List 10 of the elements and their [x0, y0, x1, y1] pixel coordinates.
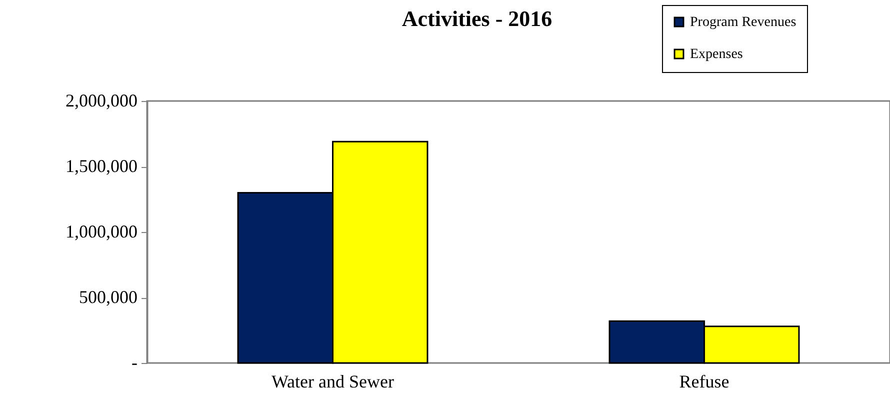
x-tick-label: Refuse — [679, 372, 730, 392]
legend-label: Program Revenues — [690, 15, 796, 30]
y-tick-label: 2,000,000 — [66, 90, 138, 110]
x-tick-label: Water and Sewer — [272, 372, 394, 392]
y-tick-label: 1,500,000 — [66, 156, 138, 176]
y-tick-label: 500,000 — [79, 287, 138, 307]
y-tick-label: 1,000,000 — [66, 222, 138, 242]
legend-label: Expenses — [690, 47, 743, 62]
chart-title: Activities - 2016 — [402, 6, 552, 31]
y-tick-label: - — [132, 352, 138, 372]
